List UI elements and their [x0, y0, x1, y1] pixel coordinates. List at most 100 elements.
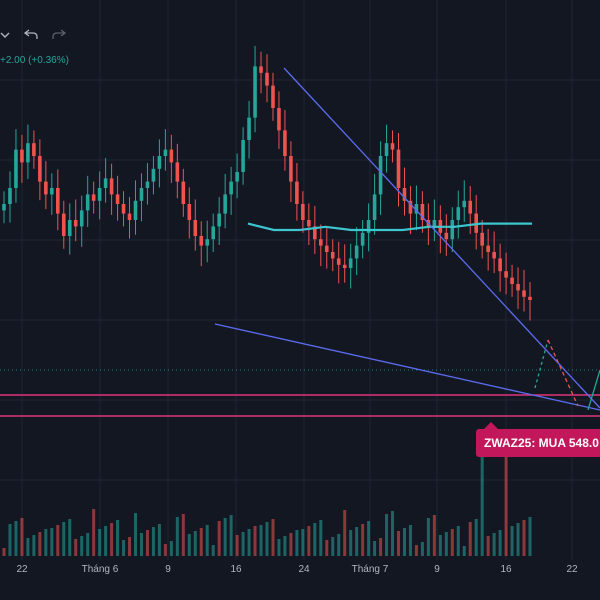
candle-body [139, 188, 144, 201]
candle-body [324, 245, 329, 252]
candle-body [420, 204, 425, 220]
candle-body [492, 252, 496, 259]
volume-bar [211, 545, 215, 556]
x-tick-label: 9 [434, 564, 440, 575]
volume-bar [325, 540, 329, 556]
candle-body [2, 204, 6, 211]
volume-bar [480, 446, 484, 556]
volume-bar [235, 535, 239, 556]
volume-bar [80, 536, 84, 556]
undo-icon[interactable] [23, 28, 38, 43]
chevron-down-icon[interactable] [0, 28, 10, 43]
volume-bar [373, 541, 377, 556]
volume-bar [367, 521, 371, 556]
candle-body [432, 220, 437, 227]
candle-body [348, 258, 353, 268]
candle-body [229, 181, 233, 195]
candle-body [456, 207, 461, 220]
volume-bar [56, 525, 60, 556]
candle-body [253, 66, 257, 118]
candle-body [145, 181, 150, 188]
volume-bar [241, 532, 245, 556]
candle-body [336, 258, 341, 265]
candle-body [8, 188, 12, 204]
volume-bar [8, 524, 12, 556]
volume-bar [510, 526, 514, 556]
volume-bar [498, 530, 502, 556]
candle-body [73, 220, 78, 227]
volume-bar [104, 526, 108, 556]
volume-bar [157, 524, 161, 556]
volume-bar [343, 510, 347, 556]
grid [0, 0, 600, 560]
volume-bar [468, 522, 472, 556]
redo-icon[interactable] [52, 28, 67, 43]
volume-bar [20, 518, 24, 556]
volume-bar [474, 519, 478, 556]
volume-bar [92, 509, 96, 556]
volume-bar [516, 523, 520, 556]
candle-body [289, 156, 293, 182]
volume-bar [361, 524, 365, 556]
candle-body [313, 226, 317, 240]
volume-bar [128, 537, 132, 556]
volume-bar [74, 539, 78, 556]
volume-bar [187, 534, 191, 556]
x-tick-label: Tháng 7 [352, 564, 389, 575]
candle-body [115, 194, 120, 204]
volume-bar [408, 525, 412, 556]
candle-body [444, 232, 449, 240]
candle-body [498, 258, 502, 272]
volume-bar [432, 515, 436, 556]
volume-bar [26, 538, 30, 556]
volume-bar [289, 533, 293, 556]
volume-bar [277, 539, 281, 556]
volume-bar [116, 520, 120, 556]
volume-bar [307, 526, 311, 556]
candle-body [14, 149, 18, 188]
volume-bar [134, 513, 137, 556]
trendline-lower [214, 323, 600, 411]
volume-bar [337, 534, 341, 556]
candle-body [516, 284, 520, 291]
volume-bar [504, 457, 508, 556]
volume-bar [522, 520, 526, 556]
volume-bar [259, 525, 263, 556]
trade-annotation-badge[interactable]: ZWAZ25: MUA 548.0 [476, 422, 600, 457]
volume-bar [205, 525, 209, 556]
candle-body [79, 210, 84, 227]
volume-bar [86, 533, 90, 556]
volume-bar [175, 517, 179, 556]
candle-body [38, 156, 42, 182]
volume-bar [301, 529, 305, 556]
candle-body [301, 204, 305, 220]
candle-body [330, 252, 335, 259]
volume-bar [122, 540, 126, 556]
volume-bar [355, 527, 359, 556]
projection-up-path-2 [587, 369, 600, 411]
candle-body [193, 220, 198, 236]
volume-bar [217, 521, 221, 556]
candle-body [44, 181, 48, 195]
candle-body [390, 143, 395, 150]
volume-bar [462, 546, 466, 556]
candle-body [103, 178, 108, 188]
candle-body [402, 188, 407, 201]
volume-bar [379, 538, 383, 556]
volume-bar [528, 517, 532, 556]
volume-bar [402, 528, 406, 556]
volume-bar [62, 522, 66, 556]
candle-body [121, 204, 126, 214]
volume-bar [271, 519, 275, 556]
volume-bar [331, 537, 335, 556]
trendlines [214, 67, 600, 411]
support-lines [0, 369, 600, 417]
projection-down-path [547, 339, 579, 407]
candle-body [480, 232, 484, 246]
candle-body [241, 140, 245, 172]
candle-body [127, 213, 132, 220]
price-change: +2.00 (+0.36%) [0, 55, 69, 66]
candle-body [468, 200, 473, 214]
volume-bar [397, 531, 400, 556]
